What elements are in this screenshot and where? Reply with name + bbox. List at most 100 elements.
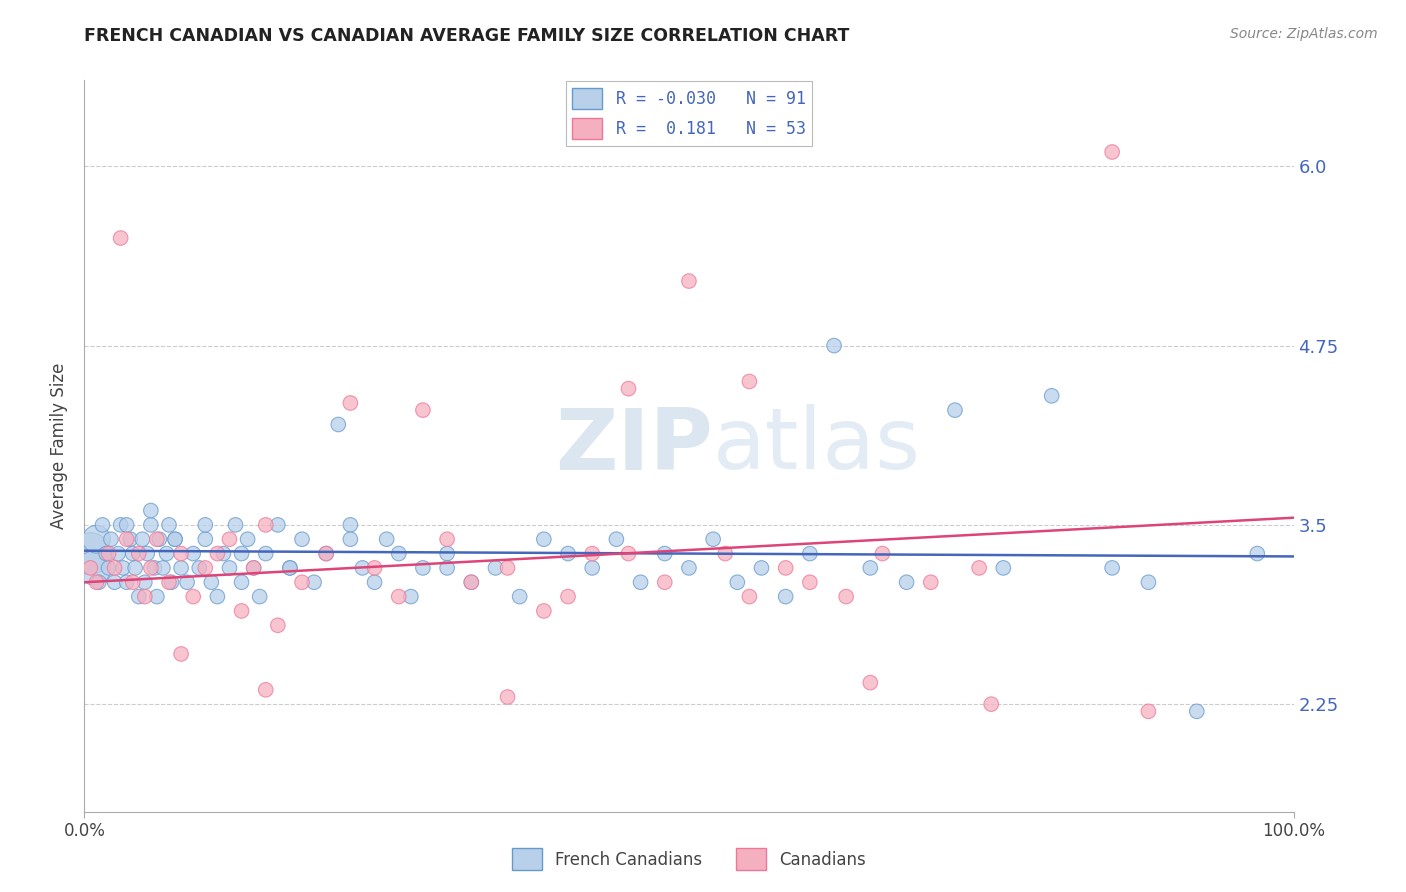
Point <box>738 375 761 389</box>
Point <box>799 547 821 561</box>
Point <box>94 547 117 561</box>
Point <box>388 547 411 561</box>
Point <box>496 561 519 575</box>
Text: Source: ZipAtlas.com: Source: ZipAtlas.com <box>1230 27 1378 41</box>
Point <box>231 604 253 618</box>
Point <box>242 561 264 575</box>
Point <box>1137 704 1160 718</box>
Point <box>267 618 290 632</box>
Point <box>97 561 120 575</box>
Point <box>176 575 198 590</box>
Point <box>896 575 918 590</box>
Point <box>654 575 676 590</box>
Point <box>112 561 135 575</box>
Point <box>714 547 737 561</box>
Point <box>134 590 156 604</box>
Point <box>1185 704 1208 718</box>
Point <box>436 561 458 575</box>
Point <box>120 533 142 547</box>
Point <box>1101 145 1123 159</box>
Point <box>231 547 253 561</box>
Point <box>339 396 361 410</box>
Point <box>134 575 156 590</box>
Point <box>236 533 259 547</box>
Point <box>291 575 314 590</box>
Point <box>1246 547 1268 561</box>
Point <box>399 590 422 604</box>
Point <box>128 547 150 561</box>
Point <box>533 604 555 618</box>
Point <box>254 517 277 532</box>
Point <box>835 590 858 604</box>
Point <box>194 561 217 575</box>
Point <box>460 575 482 590</box>
Point <box>267 517 290 532</box>
Point <box>278 561 301 575</box>
Point <box>363 561 385 575</box>
Point <box>146 533 169 547</box>
Point <box>79 561 101 575</box>
Point <box>557 590 579 604</box>
Point <box>136 547 159 561</box>
Point <box>509 590 531 604</box>
Point <box>249 590 271 604</box>
Point <box>980 697 1002 711</box>
Point <box>207 590 229 604</box>
Point <box>678 561 700 575</box>
Point <box>148 533 170 547</box>
Point <box>967 561 990 575</box>
Point <box>170 647 193 661</box>
Point <box>1101 561 1123 575</box>
Legend: French Canadians, Canadians: French Canadians, Canadians <box>505 842 873 877</box>
Point <box>799 575 821 590</box>
Point <box>775 561 797 575</box>
Point <box>775 590 797 604</box>
Point <box>79 547 101 561</box>
Point <box>738 590 761 604</box>
Point <box>170 561 193 575</box>
Point <box>165 533 187 547</box>
Point <box>328 417 350 432</box>
Point <box>124 561 146 575</box>
Point <box>823 338 845 352</box>
Point <box>993 561 1015 575</box>
Point <box>146 590 169 604</box>
Point <box>110 517 132 532</box>
Point <box>104 575 127 590</box>
Point <box>107 547 129 561</box>
Point <box>152 561 174 575</box>
Point <box>87 575 110 590</box>
Point <box>751 561 773 575</box>
Point <box>352 561 374 575</box>
Point <box>110 231 132 245</box>
Point <box>436 533 458 547</box>
Point <box>581 547 603 561</box>
Point <box>557 547 579 561</box>
Point <box>702 533 724 547</box>
Point <box>181 590 204 604</box>
Text: FRENCH CANADIAN VS CANADIAN AVERAGE FAMILY SIZE CORRELATION CHART: FRENCH CANADIAN VS CANADIAN AVERAGE FAMI… <box>84 27 849 45</box>
Point <box>194 517 217 532</box>
Point <box>218 533 240 547</box>
Point <box>412 561 434 575</box>
Point <box>375 533 398 547</box>
Point <box>97 547 120 561</box>
Point <box>231 575 253 590</box>
Point <box>605 533 627 547</box>
Point <box>115 533 138 547</box>
Point <box>121 575 143 590</box>
Point <box>242 561 264 575</box>
Point <box>170 547 193 561</box>
Point <box>218 561 240 575</box>
Point <box>200 575 222 590</box>
Point <box>291 533 314 547</box>
Point <box>143 561 166 575</box>
Point <box>155 547 177 561</box>
Point <box>315 547 337 561</box>
Point <box>139 517 162 532</box>
Point <box>157 517 180 532</box>
Point <box>181 547 204 561</box>
Point <box>339 517 361 532</box>
Point <box>139 503 162 517</box>
Point <box>859 561 882 575</box>
